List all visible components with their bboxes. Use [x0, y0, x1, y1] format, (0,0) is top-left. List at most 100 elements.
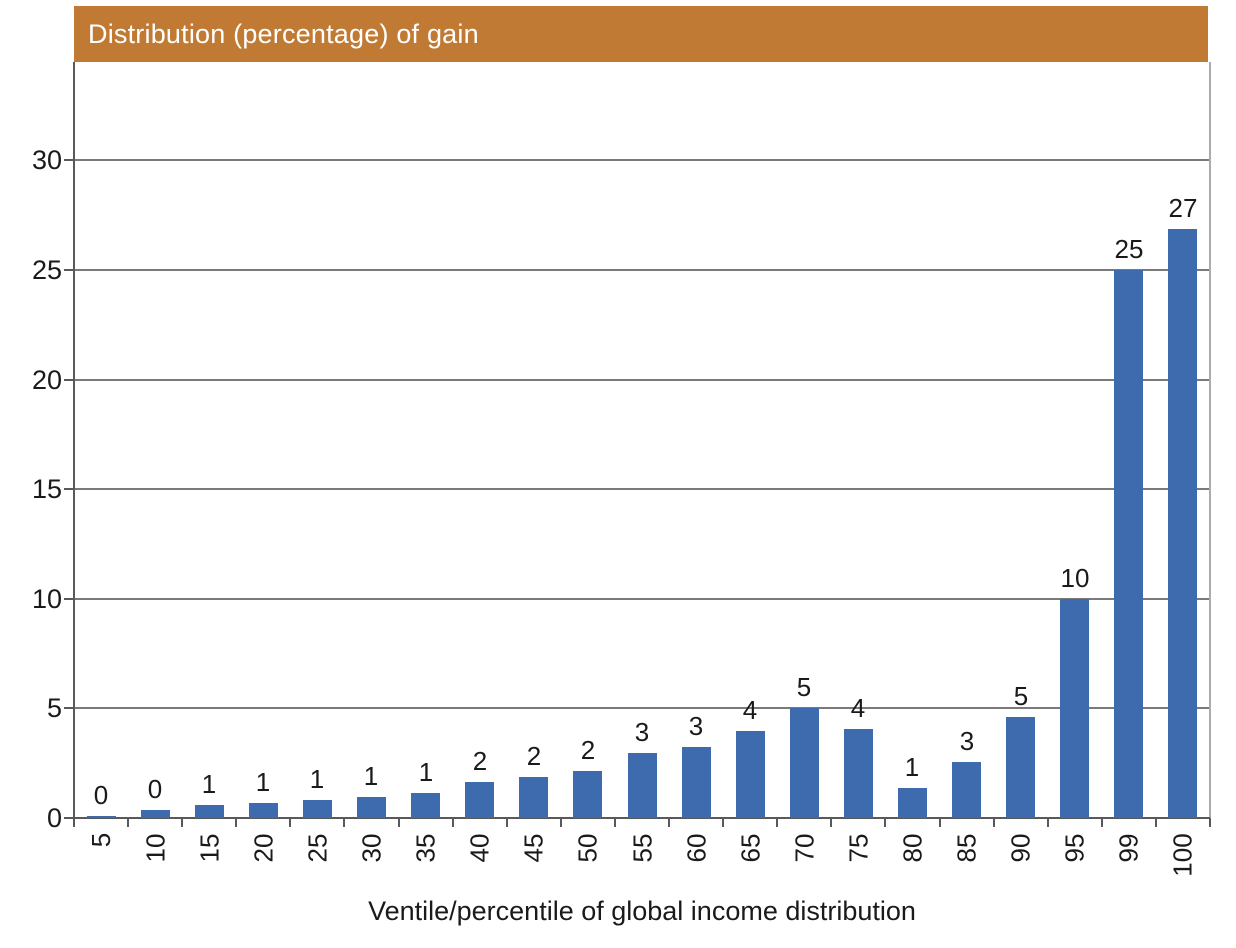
y-tick-20 — [64, 378, 74, 381]
x-tick-0 — [73, 818, 75, 827]
bar-value-label: 1 — [904, 752, 920, 782]
y-tick-label-10: 10 — [31, 583, 62, 614]
bar-value-label: 2 — [472, 746, 488, 776]
bar-value-label: 1 — [418, 757, 434, 787]
bar-value-label: 4 — [742, 695, 758, 725]
bar-value-label: 10 — [1060, 563, 1090, 593]
x-tick-16 — [938, 818, 941, 827]
x-tick-10 — [613, 818, 616, 827]
bar-90 — [1006, 717, 1035, 818]
x-category-label-15: 15 — [194, 833, 225, 862]
plot-right-border — [1209, 62, 1211, 818]
bar-35 — [411, 793, 440, 818]
x-tick-21 — [1209, 818, 1211, 827]
bar-95 — [1060, 599, 1089, 818]
y-tick-10 — [64, 597, 74, 600]
bar-75 — [844, 729, 873, 818]
y-axis-line — [73, 62, 75, 827]
x-category-label-65: 65 — [735, 833, 766, 862]
bar-60 — [682, 747, 711, 818]
bar-40 — [465, 782, 494, 818]
bar-5 — [87, 816, 116, 818]
x-category-label-25: 25 — [302, 833, 333, 862]
bar-20 — [249, 803, 278, 818]
x-tick-9 — [559, 818, 562, 827]
gridline-30 — [74, 159, 1210, 162]
bar-value-label: 3 — [634, 717, 650, 747]
x-tick-15 — [884, 818, 887, 827]
bar-value-label: 5 — [796, 672, 812, 702]
x-category-label-5: 5 — [86, 832, 117, 848]
gridline-25 — [74, 269, 1210, 271]
x-category-label-40: 40 — [464, 833, 495, 862]
x-tick-1 — [127, 818, 130, 827]
bar-80 — [898, 788, 927, 818]
y-tick-label-25: 25 — [31, 255, 62, 285]
bar-25 — [303, 800, 332, 818]
x-category-label-90: 90 — [1005, 833, 1036, 862]
x-tick-18 — [1046, 818, 1049, 827]
bar-value-label: 3 — [688, 711, 704, 741]
x-tick-8 — [505, 818, 508, 827]
x-tick-2 — [181, 818, 184, 827]
x-tick-3 — [235, 818, 238, 827]
bar-10 — [141, 810, 170, 818]
x-tick-6 — [397, 818, 400, 827]
bar-85 — [952, 762, 981, 818]
x-tick-7 — [451, 818, 454, 827]
gridline-20 — [74, 378, 1210, 381]
x-category-label-100: 100 — [1168, 832, 1199, 877]
y-tick-label-0: 0 — [46, 803, 62, 833]
y-tick-label-20: 20 — [31, 364, 62, 395]
y-tick-label-15: 15 — [31, 474, 62, 505]
x-category-label-99: 99 — [1113, 833, 1144, 862]
x-category-label-60: 60 — [681, 833, 712, 862]
x-category-label-10: 10 — [140, 833, 171, 862]
bar-value-label: 2 — [526, 741, 542, 771]
bar-65 — [736, 731, 765, 818]
bar-100 — [1168, 229, 1197, 818]
x-tick-20 — [1154, 818, 1157, 827]
bar-30 — [357, 797, 386, 818]
x-category-label-50: 50 — [572, 833, 603, 862]
bar-value-label: 2 — [580, 735, 596, 765]
x-tick-17 — [992, 818, 995, 827]
bar-value-label: 3 — [959, 726, 975, 756]
x-tick-11 — [668, 818, 671, 827]
chart-title-bar: Distribution (percentage) of gain — [74, 6, 1208, 62]
bar-value-label: 5 — [1013, 681, 1029, 711]
bar-45 — [519, 777, 548, 818]
gridline-15 — [74, 488, 1210, 491]
bar-55 — [628, 753, 657, 818]
y-tick-label-5: 5 — [46, 693, 62, 724]
x-category-label-80: 80 — [897, 833, 928, 862]
bar-value-label: 0 — [147, 774, 163, 804]
y-tick-30 — [64, 159, 74, 162]
gridline-10 — [74, 597, 1210, 600]
y-tick-5 — [64, 707, 74, 710]
bar-15 — [195, 805, 224, 818]
x-category-label-20: 20 — [248, 833, 279, 862]
x-category-label-95: 95 — [1059, 833, 1090, 862]
bar-value-label: 4 — [850, 693, 866, 723]
x-category-label-30: 30 — [356, 833, 387, 862]
gridline-5 — [74, 707, 1210, 710]
x-tick-19 — [1100, 818, 1103, 827]
x-category-label-55: 55 — [626, 833, 657, 862]
bar-50 — [573, 771, 602, 818]
y-tick-25 — [64, 269, 74, 271]
x-axis-line — [74, 817, 1210, 819]
x-tick-14 — [830, 818, 833, 827]
bar-value-label: 0 — [93, 780, 109, 810]
y-tick-label-30: 30 — [31, 145, 62, 176]
bar-value-label: 27 — [1168, 193, 1198, 223]
y-tick-15 — [64, 488, 74, 491]
x-tick-4 — [289, 818, 292, 827]
x-tick-12 — [722, 818, 725, 827]
bar-value-label: 1 — [363, 761, 379, 791]
bar-value-label: 1 — [255, 767, 271, 797]
bar-value-label: 25 — [1114, 234, 1144, 264]
x-category-label-70: 70 — [789, 833, 820, 862]
chart-title: Distribution (percentage) of gain — [88, 18, 479, 49]
